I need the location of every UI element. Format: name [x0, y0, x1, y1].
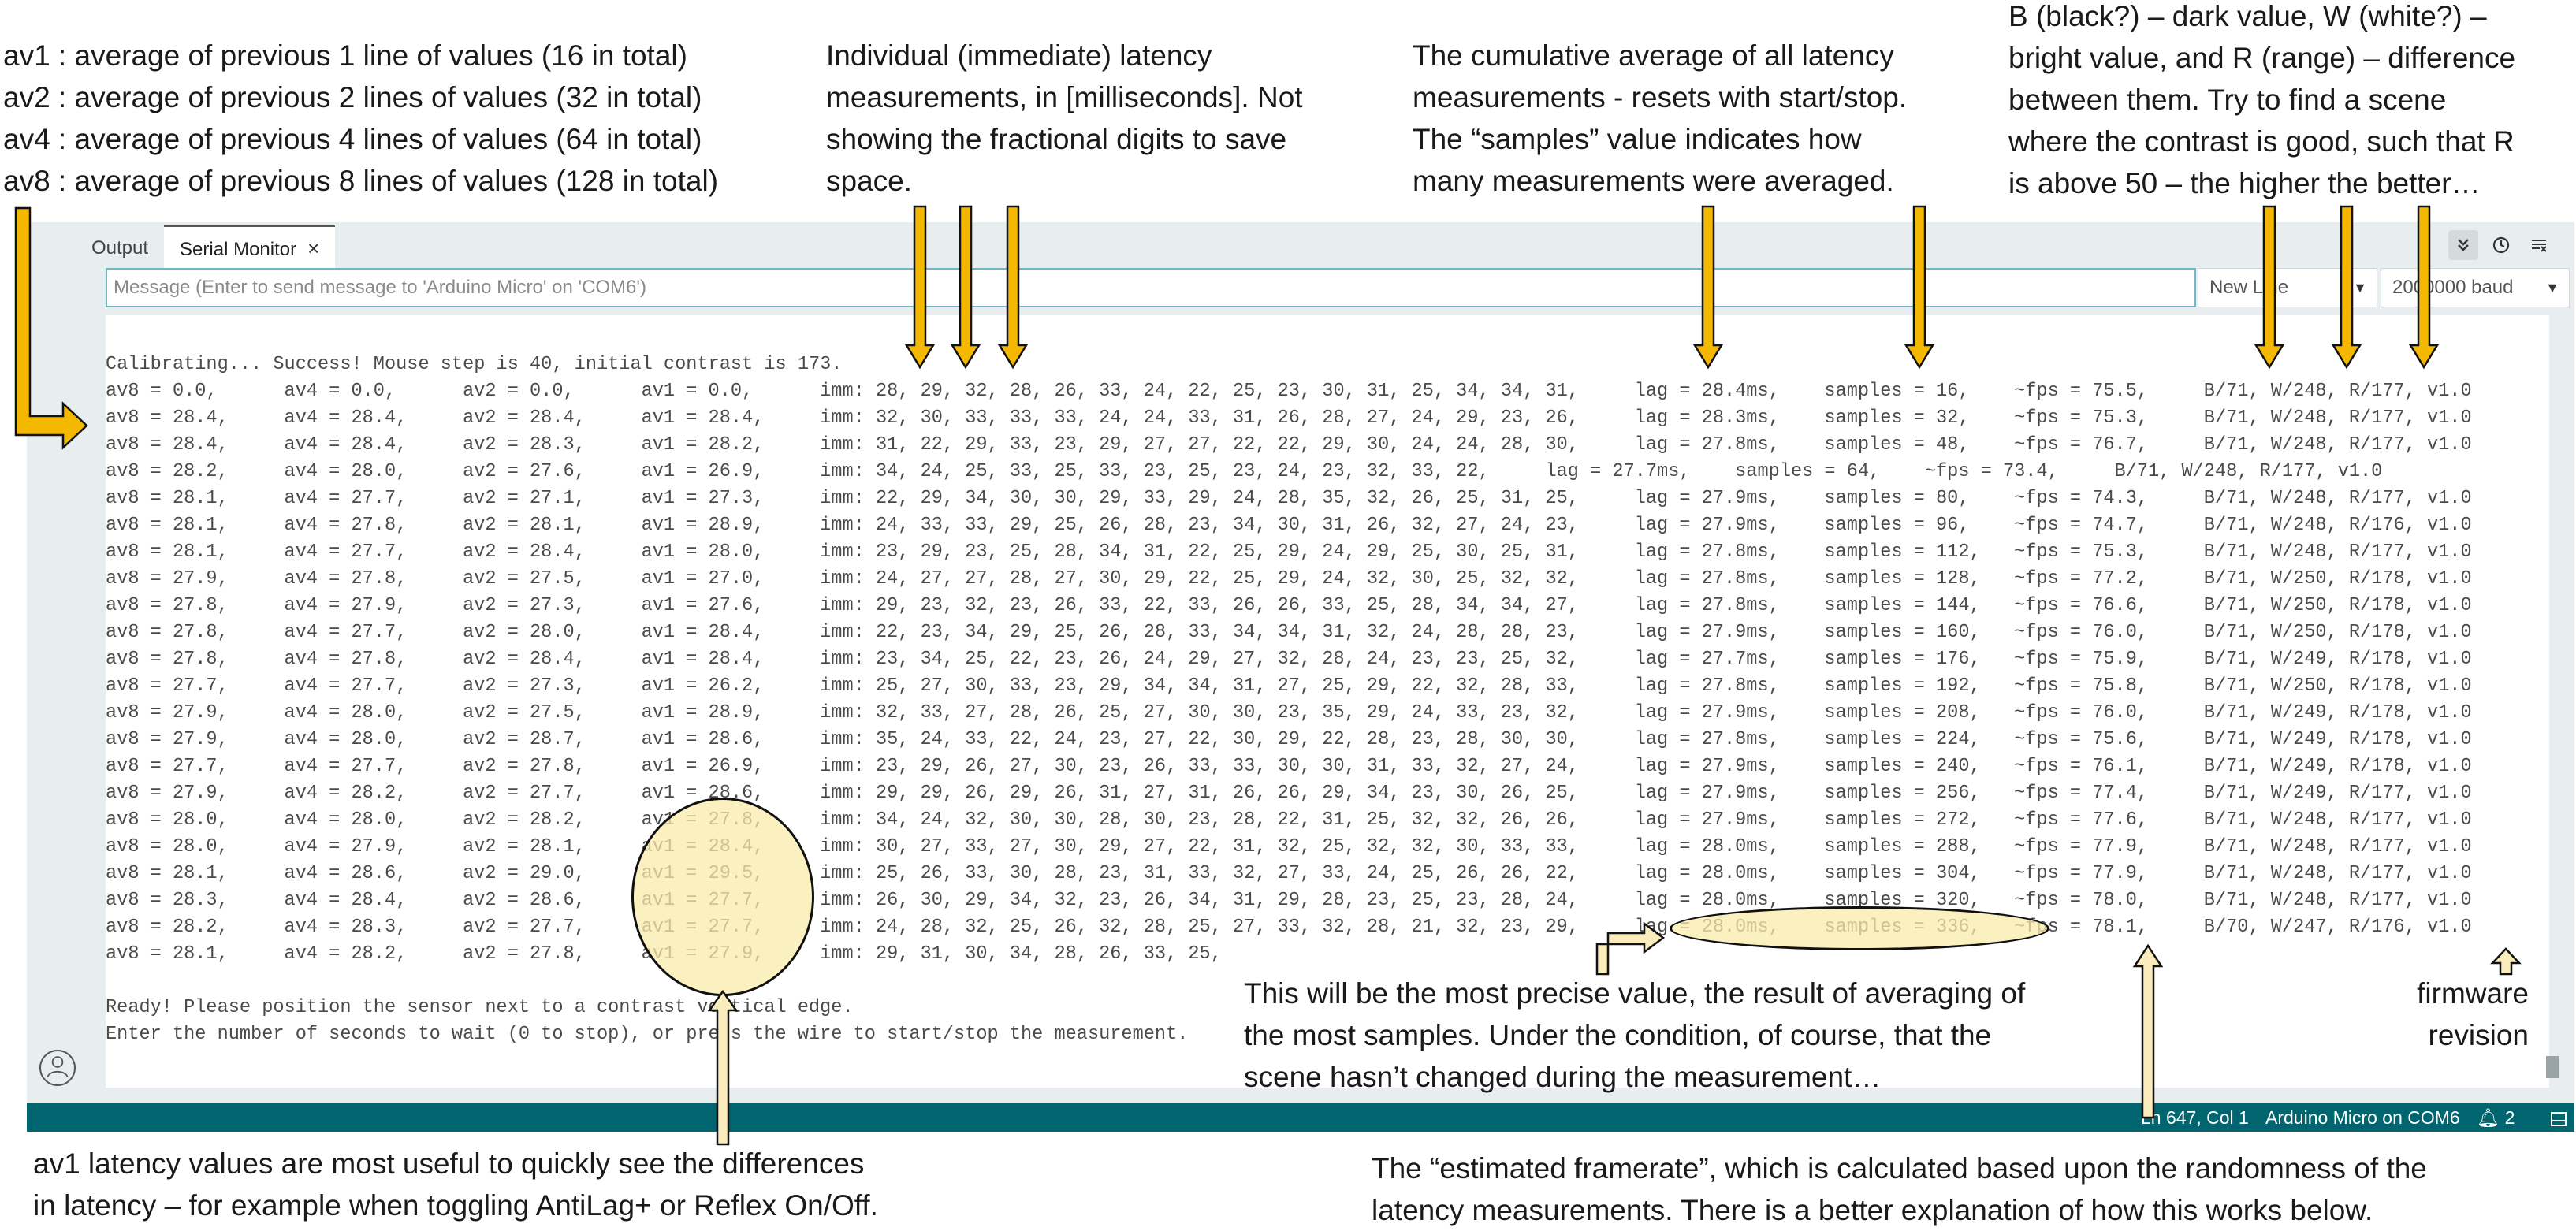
notification-count: 2 [2504, 1107, 2515, 1128]
precise-value-highlight-ellipse [1670, 906, 2049, 950]
serial-output-text: Calibrating... Success! Mouse step is 40… [106, 351, 2472, 1048]
serial-output-line: av8 = 28.1, av4 = 27.7, av2 = 28.4, av1 … [106, 541, 2472, 563]
annotation-line: The “samples” value indicates how [1413, 123, 1862, 155]
annotation-line: the most samples. Under the condition, o… [1244, 1019, 1992, 1051]
bwr-annotation: B (black?) – dark value, W (white?) – bri… [2008, 0, 2515, 204]
immediate-arrow [997, 205, 1029, 370]
annotation-line: The “estimated framerate”, which is calc… [1372, 1152, 2427, 1185]
framerate-annotation: The “estimated framerate”, which is calc… [1372, 1147, 2427, 1231]
monitor-toolbar [2448, 230, 2554, 260]
serial-output-line: av8 = 28.2, av4 = 28.0, av2 = 27.6, av1 … [106, 461, 2383, 482]
precise-value-annotation: This will be the most precise value, the… [1244, 973, 2025, 1098]
serial-output-line: av8 = 27.7, av4 = 27.7, av2 = 27.3, av1 … [106, 675, 2472, 697]
annotation-line: latency measurements. There is a better … [1372, 1194, 2373, 1226]
fps-arrow [2132, 943, 2164, 1119]
samples-arrow [1904, 205, 1935, 370]
serial-output-line: av8 = 28.0, av4 = 27.9, av2 = 28.1, av1 … [106, 836, 2472, 857]
white-value-arrow [2331, 205, 2362, 370]
close-icon[interactable]: × [307, 236, 320, 260]
clear-output-icon[interactable] [2524, 230, 2554, 260]
vertical-scrollbar-thumb[interactable] [2546, 1056, 2559, 1078]
immediate-arrow [950, 205, 981, 370]
serial-output-line: Calibrating... Success! Mouse step is 40… [106, 354, 843, 375]
immediate-latency-annotation: Individual (immediate) latency measuremen… [826, 35, 1303, 202]
range-value-arrow [2408, 205, 2440, 370]
serial-output-line: av8 = 27.9, av4 = 28.0, av2 = 27.5, av1 … [106, 702, 2472, 723]
cumulative-average-annotation: The cumulative average of all latency mea… [1413, 35, 1907, 202]
baud-rate-select[interactable]: 2000000 baud ▼ [2381, 268, 2570, 307]
annotation-line: The cumulative average of all latency [1413, 39, 1894, 72]
serial-output-line: av8 = 28.4, av4 = 28.4, av2 = 28.3, av1 … [106, 434, 2472, 456]
serial-output-line: av8 = 27.8, av4 = 27.7, av2 = 28.0, av1 … [106, 622, 2472, 643]
notifications-indicator[interactable]: 🔔︎ 2 [2477, 1103, 2515, 1132]
annotation-line: av1 : average of previous 1 line of valu… [3, 39, 687, 72]
av-legend-arrow [14, 206, 88, 450]
panel-tabs: Output Serial Monitor × [76, 224, 336, 270]
annotation-line: is above 50 – the higher the better… [2008, 167, 2481, 199]
bell-icon: 🔔︎ [2477, 1107, 2500, 1128]
serial-output-line: Enter the number of seconds to wait (0 t… [106, 1024, 1189, 1045]
annotation-line: between them. Try to find a scene [2008, 84, 2447, 116]
precise-value-arrow [1595, 921, 1666, 976]
serial-output-line: av8 = 28.0, av4 = 28.0, av2 = 28.2, av1 … [106, 809, 2472, 831]
toggle-timestamp-icon[interactable] [2486, 230, 2516, 260]
toggle-autoscroll-icon[interactable] [2448, 230, 2478, 260]
serial-output-line: av8 = 28.3, av4 = 28.4, av2 = 28.6, av1 … [106, 890, 2472, 911]
annotation-line: Individual (immediate) latency [826, 39, 1212, 72]
annotation-line: av2 : average of previous 2 lines of val… [3, 81, 702, 113]
serial-output-line: av8 = 27.9, av4 = 28.2, av2 = 27.7, av1 … [106, 783, 2472, 804]
serial-output-line: av8 = 28.1, av4 = 27.8, av2 = 28.1, av1 … [106, 515, 2472, 536]
av1-highlight-ellipse [631, 798, 814, 996]
annotation-line: revision [2428, 1019, 2529, 1051]
serial-output-line: av8 = 27.7, av4 = 27.7, av2 = 27.8, av1 … [106, 756, 2472, 777]
tab-serial-monitor-label: Serial Monitor [180, 239, 297, 260]
annotation-line: av8 : average of previous 8 lines of val… [3, 165, 719, 197]
annotation-line: firmware [2417, 977, 2529, 1010]
firmware-annotation: firmware revision [2365, 973, 2529, 1056]
tab-serial-monitor[interactable]: Serial Monitor × [164, 225, 336, 270]
annotation-line: B (black?) – dark value, W (white?) – [2008, 0, 2487, 32]
board-port[interactable]: Arduino Micro on COM6 [2265, 1107, 2460, 1128]
lag-arrow [1692, 205, 1724, 370]
annotation-line: where the contrast is good, such that R [2008, 125, 2515, 158]
av1-arrow [707, 989, 739, 1146]
serial-output-line: av8 = 27.9, av4 = 27.8, av2 = 27.5, av1 … [106, 568, 2472, 589]
serial-output-line: av8 = 28.4, av4 = 28.4, av2 = 28.4, av1 … [106, 407, 2472, 429]
annotation-line: space. [826, 165, 913, 197]
chevron-down-icon: ▼ [2353, 280, 2367, 296]
serial-output-line: av8 = 27.9, av4 = 28.0, av2 = 28.7, av1 … [106, 729, 2472, 750]
serial-output-line: av8 = 27.8, av4 = 27.9, av2 = 27.3, av1 … [106, 595, 2472, 616]
annotation-line: measurements - resets with start/stop. [1413, 81, 1908, 113]
baud-rate-value: 2000000 baud [2392, 277, 2514, 298]
serial-output-line: av8 = 27.8, av4 = 27.8, av2 = 28.4, av1 … [106, 649, 2472, 670]
annotation-line: showing the fractional digits to save [826, 123, 1287, 155]
annotation-line: This will be the most precise value, the… [1244, 977, 2026, 1010]
serial-output-line: av8 = 0.0, av4 = 0.0, av2 = 0.0, av1 = 0… [106, 381, 2472, 402]
immediate-arrow [904, 205, 936, 370]
av1-note-annotation: av1 latency values are most useful to qu… [33, 1143, 878, 1226]
black-value-arrow [2254, 205, 2285, 370]
annotation-line: in latency – for example when toggling A… [33, 1189, 878, 1222]
annotation-line: scene hasn’t changed during the measurem… [1244, 1061, 1882, 1093]
message-input[interactable]: Message (Enter to send message to 'Ardui… [106, 268, 2196, 307]
account-icon[interactable] [39, 1050, 76, 1086]
serial-output-line: Ready! Please position the sensor next t… [106, 997, 854, 1018]
chevron-down-icon: ▼ [2545, 280, 2559, 296]
annotation-line: av4 : average of previous 4 lines of val… [3, 123, 702, 155]
cursor-position[interactable]: Ln 647, Col 1 [2141, 1107, 2249, 1128]
panel-toggle-icon[interactable] [2549, 1103, 2568, 1132]
tab-output[interactable]: Output [91, 237, 149, 258]
annotation-line: many measurements were averaged. [1413, 165, 1894, 197]
annotation-line: av1 latency values are most useful to qu… [33, 1147, 865, 1180]
annotation-line: bright value, and R (range) – difference [2008, 42, 2516, 74]
annotation-line: measurements, in [milliseconds]. Not [826, 81, 1303, 113]
firmware-arrow [2490, 947, 2522, 976]
serial-output-line: av8 = 28.1, av4 = 27.7, av2 = 27.1, av1 … [106, 488, 2472, 509]
av-legend-annotation: av1 : average of previous 1 line of valu… [3, 35, 718, 202]
